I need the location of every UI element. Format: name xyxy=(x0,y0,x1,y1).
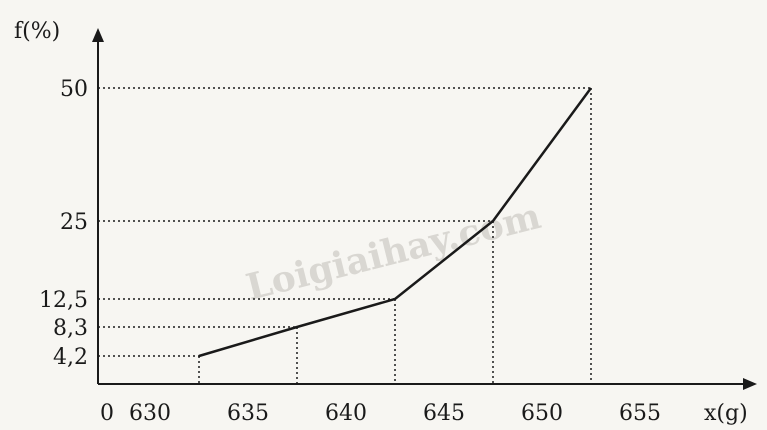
x-axis-title: x(g) xyxy=(704,401,748,426)
y-tick-label: 50 xyxy=(60,77,88,102)
x-axis-arrow-icon xyxy=(743,378,757,390)
x-tick-label: 630 xyxy=(129,401,171,426)
x-tick-label: 655 xyxy=(619,401,661,426)
x-tick-label: 635 xyxy=(227,401,269,426)
x-tick-label: 640 xyxy=(325,401,367,426)
x-tick-label: 645 xyxy=(423,401,465,426)
y-axis-title: f(%) xyxy=(14,19,60,44)
y-axis-arrow-icon xyxy=(92,28,104,42)
origin-label: 0 xyxy=(100,401,114,426)
y-tick-label: 4,2 xyxy=(53,345,88,370)
y-tick-label: 8,3 xyxy=(53,316,88,341)
x-tick-labels: 630 635 640 645 650 655 xyxy=(129,401,661,426)
x-tick-label: 650 xyxy=(521,401,563,426)
y-tick-label: 12,5 xyxy=(39,288,88,313)
y-tick-label: 25 xyxy=(60,210,88,235)
guide-lines xyxy=(98,87,592,384)
series-line xyxy=(198,87,593,358)
y-tick-labels: 4,2 8,3 12,5 25 50 xyxy=(39,77,88,370)
